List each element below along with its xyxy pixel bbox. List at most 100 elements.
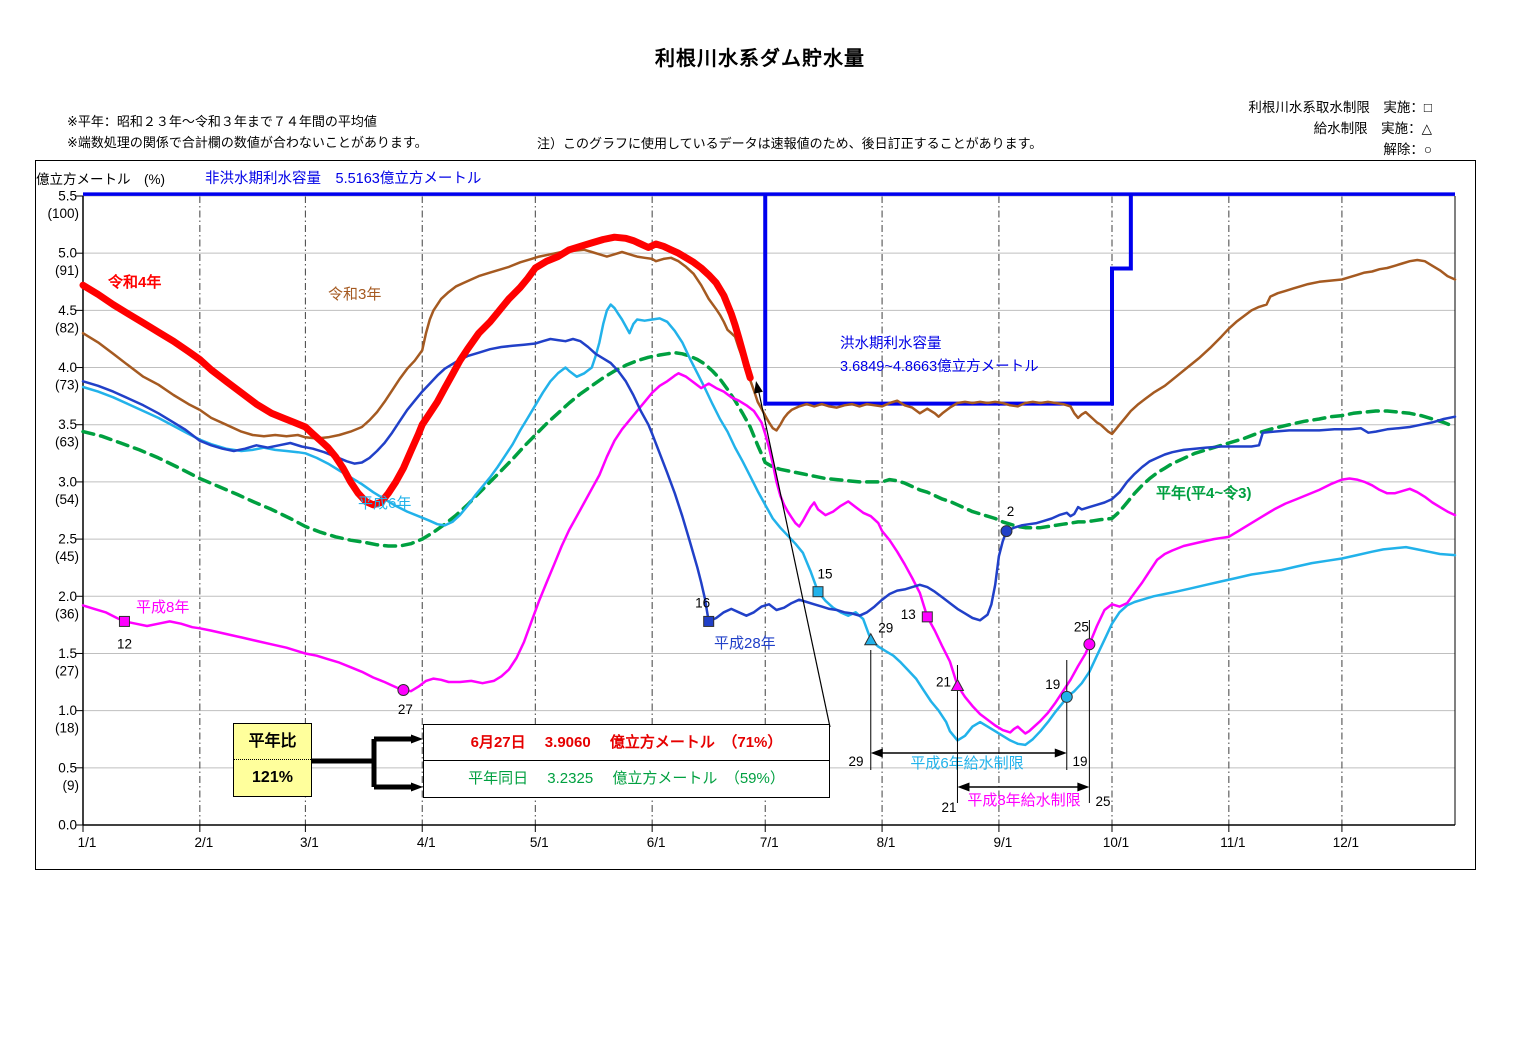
h8-end-day-label: 25: [1095, 794, 1110, 809]
h6-start-day-label: 29: [848, 754, 863, 769]
y-tick-label: 2.5: [58, 532, 77, 547]
h6-arrowhead-right: [1054, 748, 1067, 758]
marker-label-9/25: 25: [1074, 619, 1089, 634]
marker-circle-3/27: [397, 684, 410, 697]
marker-label-6/16: 16: [695, 595, 710, 610]
y-tick-pct-label: (82): [55, 320, 79, 335]
y-tick-pct-label: (27): [55, 663, 79, 678]
x-tick-label: 8/1: [877, 835, 896, 850]
series-heisei28-line: [81, 337, 1457, 623]
h8-restriction-label: 平成8年給水制限: [967, 792, 1080, 809]
x-tick-label: 6/1: [647, 835, 666, 850]
x-tick-label: 7/1: [760, 835, 779, 850]
marker-square-7/15: [812, 586, 824, 598]
marker-label-8/13: 13: [901, 607, 916, 622]
h8-start-day-label: 21: [941, 800, 956, 815]
marker-label-3/27: 27: [398, 702, 413, 717]
series-heisei6-label: 平成6年: [358, 495, 411, 512]
current-storage-row: 6月27日 3.9060 億立方メートル （71%）: [424, 725, 829, 761]
series-heinen-line: [81, 350, 1457, 548]
ratio-connector-arrowhead-bottom: [411, 782, 423, 792]
x-tick-label: 2/1: [194, 835, 213, 850]
note-provisional-data: 注）このグラフに使用しているデータは速報値のため、後日訂正することがあります。: [537, 136, 1043, 151]
y-axis-unit-label: 億立方メートル (%): [36, 172, 165, 187]
x-tick-label: 1/1: [78, 835, 97, 850]
y-tick-pct-label: (54): [55, 492, 79, 507]
y-tick-label: 3.0: [58, 474, 77, 489]
legend-supply-restriction: 給水制限 実施：△: [1313, 121, 1432, 136]
marker-square-1/12: [118, 615, 130, 627]
x-tick-label: 3/1: [300, 835, 319, 850]
y-tick-label: 3.5: [58, 417, 77, 432]
current-value-leader-line: [757, 387, 831, 728]
y-tick-pct-label: (18): [55, 721, 79, 736]
series-heisei8-label: 平成8年: [136, 599, 189, 616]
y-tick-pct-label: (100): [47, 206, 79, 221]
marker-triangle-7/29: [863, 632, 878, 646]
flood-capacity-label-line2: 3.6849~4.8663億立方メートル: [840, 359, 1039, 375]
y-tick-pct-label: (73): [55, 378, 79, 393]
marker-label-9/2: 2: [1007, 504, 1015, 519]
series-heisei6-line: [81, 303, 1457, 747]
marker-label-8/21: 21: [936, 674, 951, 689]
flood-capacity-label: 洪水期利水容量 3.6849~4.8663億立方メートル: [840, 333, 1039, 379]
y-tick-label: 5.5: [58, 189, 77, 204]
x-tick-label: 10/1: [1103, 835, 1129, 850]
y-tick-pct-label: (45): [55, 549, 79, 564]
storage-info-box: 6月27日 3.9060 億立方メートル （71%） 平年同日 3.2325 億…: [423, 724, 830, 798]
y-tick-pct-label: (91): [55, 263, 79, 278]
marker-label-1/12: 12: [117, 636, 132, 651]
y-tick-pct-label: (63): [55, 435, 79, 450]
series-heinen-label: 平年(平4~令3): [1156, 484, 1251, 502]
x-tick-label: 5/1: [530, 835, 549, 850]
h8-arrowhead-right: [1077, 782, 1090, 792]
series-reiwa4-line: [79, 233, 754, 509]
y-tick-label: 2.0: [58, 589, 77, 604]
series-reiwa4-label: 令和4年: [108, 273, 161, 291]
page-title: 利根川水系ダム貯水量: [655, 48, 865, 70]
y-tick-label: 4.5: [58, 303, 77, 318]
x-tick-label: 9/1: [994, 835, 1013, 850]
marker-square-6/16: [703, 615, 715, 627]
ratio-connector-bracket: [312, 736, 414, 790]
y-tick-pct-label: (9): [63, 778, 80, 793]
ratio-box: 平年比 121%: [233, 723, 312, 797]
y-tick-label: 1.0: [58, 703, 77, 718]
h8-arrowhead-left: [957, 782, 970, 792]
note-heinen-definition: ※平年：昭和２３年～令和３年まで７４年間の平均値: [67, 114, 377, 129]
marker-label-7/15: 15: [817, 567, 832, 582]
series-reiwa3-label: 令和3年: [328, 286, 381, 303]
x-tick-label: 12/1: [1333, 835, 1359, 850]
marker-circle-9/19: [1060, 690, 1073, 703]
normal-storage-row: 平年同日 3.2325 億立方メートル （59%）: [468, 770, 785, 787]
chart-frame: [35, 160, 1476, 870]
y-tick-label: 0.5: [58, 760, 77, 775]
ratio-connector-arrowhead-top: [411, 734, 423, 744]
note-rounding: ※端数処理の関係で合計欄の数値が合わないことがあります。: [67, 135, 428, 150]
h6-arrowhead-left: [870, 748, 883, 758]
marker-square-8/13: [921, 611, 933, 623]
marker-label-9/19: 19: [1045, 677, 1060, 692]
marker-label-7/29: 29: [878, 621, 893, 636]
h6-restriction-label: 平成6年給水制限: [910, 755, 1023, 772]
marker-circle-9/25: [1083, 638, 1096, 651]
series-heisei28-label: 平成28年: [714, 635, 776, 652]
h6-end-day-label: 19: [1072, 754, 1087, 769]
ratio-title: 平年比: [234, 724, 311, 760]
y-tick-label: 4.0: [58, 360, 77, 375]
series-reiwa3-line: [81, 248, 1457, 440]
flood-capacity-boundary: [763, 194, 1133, 406]
nonflood-capacity-label: 非洪水期利水容量 5.5163億立方メートル: [205, 171, 482, 187]
series-heisei8-line: [81, 372, 1457, 735]
x-tick-label: 11/1: [1220, 835, 1245, 850]
x-tick-label: 4/1: [417, 835, 436, 850]
legend-lifted: 解除：○: [1383, 142, 1432, 157]
y-tick-pct-label: (36): [55, 606, 79, 621]
legend-intake-restriction: 利根川水系取水制限 実施：□: [1248, 100, 1432, 115]
flood-capacity-label-line1: 洪水期利水容量: [840, 336, 942, 352]
y-tick-label: 0.0: [58, 818, 77, 833]
marker-triangle-8/21: [950, 678, 965, 691]
marker-circle-9/2: [1000, 525, 1013, 538]
